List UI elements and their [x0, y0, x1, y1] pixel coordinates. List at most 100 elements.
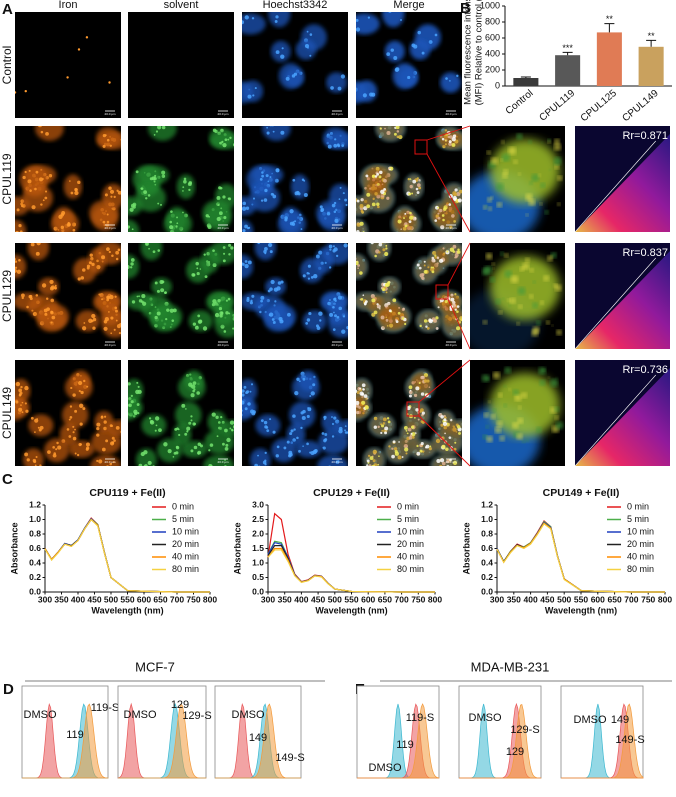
signal-dot [26, 458, 30, 462]
signal-dot [155, 130, 159, 133]
signal-dot [266, 429, 270, 433]
y-tick-label: 0.8 [29, 528, 41, 538]
signal-dot [349, 199, 351, 201]
micrograph: 20.0 μm [238, 126, 348, 232]
signal-dot [465, 431, 468, 434]
signal-dot [228, 243, 232, 247]
signal-dot [351, 224, 354, 227]
signal-dot [212, 249, 215, 253]
zoom-speck [490, 414, 496, 420]
column-header: Iron [59, 0, 78, 11]
signal-dot [300, 411, 304, 415]
zoom-speck [520, 317, 524, 320]
signal-dot [21, 296, 25, 300]
zoom-speck [491, 157, 499, 165]
cell [213, 303, 234, 326]
legend-label: 20 min [172, 539, 199, 549]
zoom-speck [531, 173, 540, 182]
signal-dot [115, 309, 118, 313]
signal-dot [350, 228, 352, 230]
cell [203, 454, 234, 466]
zoom-speck [497, 392, 503, 398]
signal-dot [35, 294, 39, 297]
signal-dot [305, 321, 309, 325]
signal-dot [8, 227, 12, 231]
signal-dot [185, 408, 187, 410]
signal-dot [306, 271, 309, 275]
zoom-connector [447, 298, 471, 350]
zoom-speck [555, 377, 558, 380]
y-tick-label: 1.0 [481, 514, 493, 524]
signal-dot [196, 271, 200, 276]
signal-dot [363, 394, 368, 399]
micrograph [575, 243, 670, 349]
signal-dot [348, 405, 350, 407]
signal-dot [51, 315, 56, 320]
signal-dot [72, 393, 76, 397]
signal-dot [419, 324, 422, 328]
zoom-speck [509, 297, 516, 304]
signal-dot [442, 421, 448, 427]
peak-label: 119-S [91, 702, 120, 714]
signal-dot [77, 180, 81, 185]
x-tick-label: 450 [87, 594, 101, 604]
signal-dot [138, 463, 143, 466]
signal-dot [212, 128, 217, 133]
zoom-connector [418, 359, 471, 403]
signal-dot [243, 385, 247, 389]
signal-dot [110, 316, 114, 320]
signal-dot [44, 190, 48, 193]
signal-dot [300, 228, 303, 230]
signal-dot [269, 418, 272, 421]
zoom-speck [557, 175, 563, 181]
cell [356, 219, 368, 232]
signal-dot [324, 433, 328, 436]
signal-dot [269, 176, 272, 179]
signal-dot [334, 218, 339, 223]
signal-dot [156, 289, 160, 293]
signal-dot [310, 391, 315, 396]
signal-dot [242, 201, 247, 206]
x-tick-label: 400 [524, 594, 538, 604]
signal-dot [396, 126, 398, 127]
signal-dot [360, 297, 364, 301]
signal-dot [310, 276, 314, 279]
signal-dot [456, 250, 461, 254]
signal-dot [280, 280, 284, 284]
signal-dot [74, 190, 79, 196]
signal-dot [198, 319, 203, 324]
signal-dot [376, 172, 380, 176]
zoom-speck [498, 310, 503, 315]
signal-dot [293, 428, 296, 431]
x-tick-label: 600 [361, 594, 375, 604]
signal-dot [147, 460, 152, 466]
zoom-speck [503, 384, 507, 388]
signal-dot [456, 425, 461, 429]
cell [148, 126, 177, 141]
signal-dot [354, 229, 356, 231]
signal-dot [79, 422, 83, 426]
signal-dot [103, 420, 107, 424]
signal-dot [431, 270, 435, 274]
signal-dot [238, 223, 240, 225]
signal-dot [274, 20, 278, 23]
signal-dot [346, 431, 348, 434]
signal-dot [190, 419, 193, 422]
cell [280, 206, 302, 232]
zoom-speck [525, 213, 529, 217]
signal-dot [333, 311, 335, 314]
signal-dot [118, 332, 121, 335]
signal-dot [69, 405, 73, 408]
signal-dot [45, 297, 49, 301]
signal-dot [54, 284, 57, 287]
scale-bar-label: 20.0 μm [105, 460, 116, 464]
signal-dot [312, 383, 316, 387]
error-bar [646, 39, 657, 47]
micrograph: 20.0 μm [128, 12, 234, 118]
signal-dot [356, 261, 357, 263]
signal-dot [196, 325, 198, 328]
signal-dot [412, 179, 417, 184]
signal-dot [154, 281, 158, 285]
signal-dot [35, 251, 40, 256]
signal-dot [348, 410, 350, 412]
